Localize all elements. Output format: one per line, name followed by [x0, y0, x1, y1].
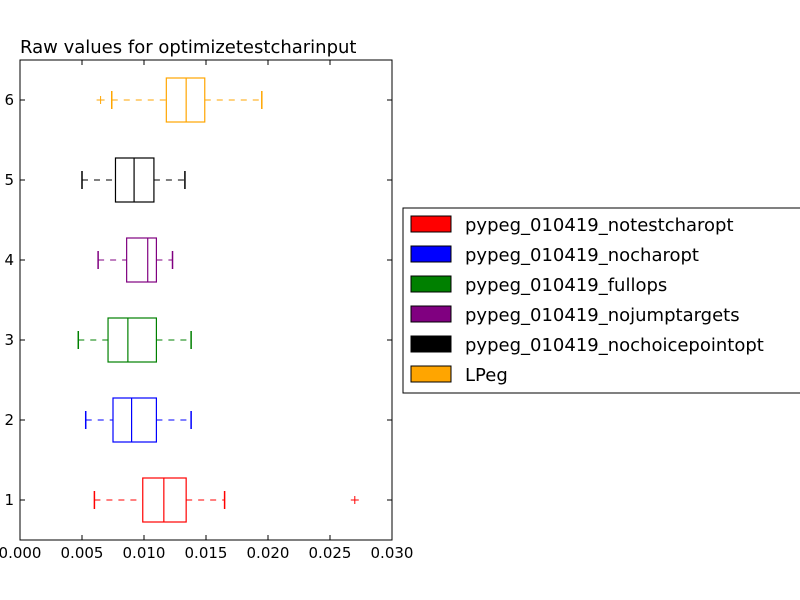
x-tick-label: 0.020 — [247, 544, 290, 562]
y-tick-label: 2 — [4, 411, 14, 429]
box-iqr — [142, 477, 187, 523]
y-tick-label: 6 — [4, 91, 14, 109]
box-iqr — [112, 397, 158, 443]
legend-swatch — [410, 215, 452, 233]
legend-swatch — [410, 365, 452, 383]
box-group — [93, 477, 359, 523]
y-tick-label: 4 — [4, 251, 14, 269]
y-tick-label: 3 — [4, 331, 14, 349]
legend-label: pypeg_010419_nochoicepointopt — [465, 335, 764, 356]
legend-swatch — [410, 245, 452, 263]
legend-label: pypeg_010419_notestcharopt — [465, 215, 734, 236]
box-group — [96, 77, 263, 123]
x-tick-label: 0.005 — [61, 544, 104, 562]
box-group — [97, 237, 174, 283]
legend-swatch — [410, 335, 452, 353]
x-tick-label: 0.015 — [185, 544, 228, 562]
legend-label: pypeg_010419_fullops — [465, 275, 667, 296]
legend-swatch — [410, 275, 452, 293]
legend-label: pypeg_010419_nojumptargets — [465, 305, 740, 326]
y-tick-label: 5 — [4, 171, 14, 189]
x-tick-label: 0.025 — [309, 544, 352, 562]
box-group — [77, 317, 192, 363]
box-iqr — [165, 77, 206, 123]
box-group — [81, 157, 186, 203]
legend-swatch — [410, 305, 452, 323]
box-group — [84, 397, 192, 443]
legend-label: pypeg_010419_nocharopt — [465, 245, 699, 266]
box-iqr — [107, 317, 158, 363]
plot-area: 0.000 0.005 0.010 0.015 0.020 0.025 0.030 1 2 3 4 5… — [0, 59, 414, 562]
x-tick-label: 0.000 — [0, 544, 41, 562]
box-iqr — [114, 157, 155, 203]
legend-label: LPeg — [465, 365, 508, 386]
y-tick-label: 1 — [4, 491, 14, 509]
legend-frame — [402, 207, 800, 394]
x-tick-label: 0.030 — [371, 544, 414, 562]
box-iqr — [126, 237, 157, 283]
legend: pypeg_010419_notestcharopt pypeg_010419_n… — [402, 207, 800, 394]
chart-title: Raw values for optimizetestcharinput — [20, 37, 356, 58]
x-tick-label: 0.010 — [123, 544, 166, 562]
plot-frame — [19, 59, 393, 541]
